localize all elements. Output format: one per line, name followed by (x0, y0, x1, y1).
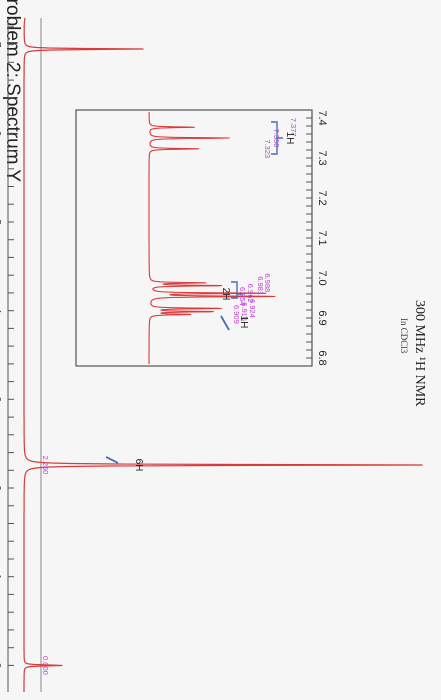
integration-label: 1H (284, 132, 295, 145)
integration-arrow (105, 456, 119, 464)
integration-label: 1H (238, 316, 249, 329)
integration-label: 6H (133, 459, 144, 472)
inset-tick-label: 7.4 (316, 110, 328, 125)
peak-label: 6.962 (246, 284, 255, 303)
main-tick-label: 2 (0, 485, 2, 491)
inset-tick-label: 7.0 (316, 270, 328, 285)
integration-arrow (220, 315, 230, 331)
main-tick-label: 3 (0, 397, 2, 403)
main-axis-ticks (8, 26, 14, 666)
peak-label: 6.981 (256, 276, 265, 295)
main-tick-label: 1 (0, 574, 2, 580)
inset-tick-label: 7.1 (316, 230, 328, 245)
main-tick-label: 7 (0, 42, 2, 48)
integration-layer: 1H 2H 1H 6H (105, 121, 295, 472)
problem-title: Problem 2: Spectrum Y (2, 0, 23, 182)
peak-label: 6.954 (238, 287, 247, 306)
inset-spectrum-trace (148, 112, 276, 364)
main-tick-label: 6 (0, 131, 2, 137)
inset-axis-tick-labels: 7.4 7.3 7.2 7.1 7.0 6.9 6.8 (316, 110, 328, 365)
main-tick-label: 4 (0, 308, 2, 314)
inset-axis-ticks (306, 117, 312, 359)
solvent-label: In CDCl3 (399, 318, 409, 354)
main-tick-label: 5 (0, 219, 2, 225)
integration-label: 2H (220, 288, 231, 301)
inset-tick-label: 7.2 (316, 190, 328, 205)
main-spectrum-trace (23, 17, 423, 692)
peak-label: 6.916 (240, 302, 249, 321)
main-tick-label: 0 (0, 663, 2, 669)
peak-label: 2.260 (41, 456, 50, 475)
inset-tick-label: 6.8 (316, 350, 328, 365)
peak-label: 6.909 (232, 305, 241, 324)
peak-label: 7.377 (289, 118, 298, 137)
peak-label: 0.000 (41, 656, 50, 675)
peak-label: 7.323 (263, 139, 272, 158)
main-axis-tick-labels: 7 6 5 4 3 2 1 0 (0, 42, 2, 669)
peak-label: 6.988 (263, 273, 272, 292)
inset-tick-label: 7.3 (316, 150, 328, 165)
inset-tick-label: 6.9 (316, 310, 328, 325)
integration-bracket (231, 281, 243, 299)
instrument-label: 300 MHz ¹H NMR (412, 300, 427, 407)
integration-bracket (271, 121, 283, 155)
peak-label: 6.924 (248, 299, 257, 318)
